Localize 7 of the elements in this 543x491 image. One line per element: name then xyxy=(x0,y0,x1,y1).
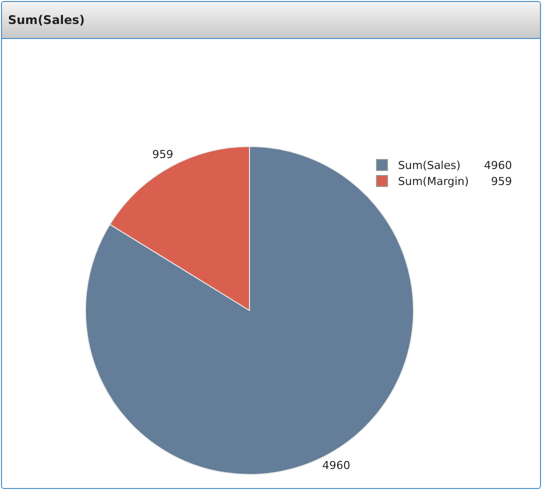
text: 4960 xyxy=(484,158,512,172)
text: 959 xyxy=(491,174,512,188)
data-label: 4960 xyxy=(322,458,350,472)
chart-title: Sum(Sales) xyxy=(8,13,85,27)
legend-label: Sum(Margin) xyxy=(398,174,470,188)
legend-label: Sum(Sales) xyxy=(398,158,462,172)
data-label: 959 xyxy=(152,148,174,161)
